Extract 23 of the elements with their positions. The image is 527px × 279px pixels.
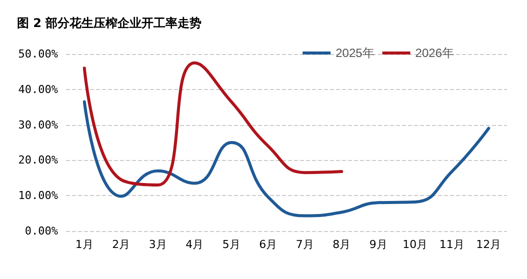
x-tick-label: 9月 [369,238,388,251]
y-tick-label: 40.00% [18,82,58,96]
y-tick-label: 10.00% [18,189,58,202]
x-tick-label: 6月 [259,238,278,251]
x-tick-label: 1月 [75,238,94,251]
x-tick-label: 2月 [112,238,130,251]
y-tick-label: 20.00% [18,154,58,167]
x-tick-label: 4月 [186,238,204,251]
y-tick-label: 0.00% [24,224,58,238]
x-tick-label: 8月 [332,238,351,251]
y-tick-label: 50.00% [18,48,58,60]
y-tick-label: 30.00% [18,118,58,132]
x-tick-label: 10月 [402,238,428,251]
legend-label: 2025年 [336,46,374,60]
x-tick-label: 3月 [148,238,167,251]
x-tick-label: 7月 [296,238,314,251]
legend-label: 2026年 [415,46,454,60]
x-tick-label: 5月 [222,238,240,251]
chart-title: 图 2 部分花生压榨企业开工率走势 [17,16,202,30]
x-tick-label: 11月 [439,238,464,251]
line-series [82,100,490,218]
line-series [82,61,344,186]
x-tick-label: 12月 [476,238,502,251]
